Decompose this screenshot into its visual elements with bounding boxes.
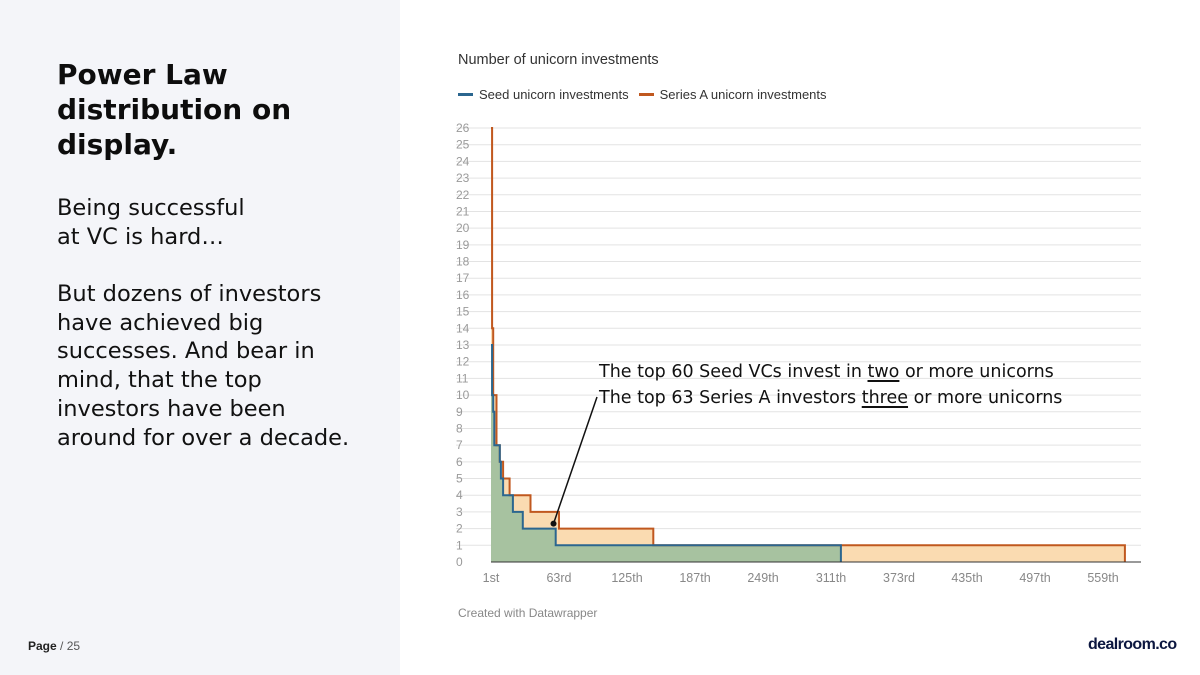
area-series-a	[491, 128, 1125, 562]
left-panel	[0, 0, 400, 675]
chart-title: Number of unicorn investments	[458, 52, 659, 68]
legend-label-seed: Seed unicorn investments	[479, 87, 629, 102]
line-seed	[491, 344, 842, 562]
chart-credit: Created with Datawrapper	[458, 606, 598, 620]
x-tick-label: 187th	[679, 571, 710, 585]
brand-logo: dealroom.co	[1088, 636, 1177, 653]
area-seed	[491, 345, 841, 562]
legend-label-series-a: Series A unicorn investments	[659, 87, 827, 102]
y-tick-label: 24	[456, 154, 470, 168]
y-tick-label: 25	[456, 138, 470, 152]
y-tick-label: 14	[456, 321, 470, 335]
page-indicator: Page / 25	[28, 639, 80, 653]
y-tick-label: 3	[456, 505, 463, 519]
x-tick-label: 249th	[747, 571, 778, 585]
legend-swatch-seed	[458, 93, 473, 96]
line-series-a	[491, 127, 1126, 562]
y-tick-label: 13	[456, 338, 470, 352]
page-total: / 25	[56, 639, 81, 653]
y-tick-label: 17	[456, 271, 470, 285]
annotation-series-a-suffix: or more unicorns	[908, 388, 1063, 408]
annotation-dot	[550, 520, 557, 527]
body-text: But dozens of investors have achieved bi…	[57, 281, 350, 451]
annotation-series-a-prefix: The top 63 Series A investors	[599, 388, 862, 408]
y-tick-label: 11	[456, 371, 469, 385]
y-tick-label: 23	[456, 171, 470, 185]
annotation-series-a: The top 63 Series A investors three or m…	[599, 388, 1099, 408]
annotation-seed: The top 60 Seed VCs invest in two or mor…	[599, 362, 1099, 382]
y-tick-label: 19	[456, 238, 470, 252]
page-label: Page	[28, 639, 57, 653]
annotation-seed-suffix: or more unicorns	[899, 362, 1054, 382]
annotation-seed-prefix: The top 60 Seed VCs invest in	[599, 362, 868, 382]
x-tick-label: 1st	[483, 571, 500, 585]
y-tick-label: 22	[456, 188, 470, 202]
y-tick-label: 16	[456, 288, 470, 302]
y-tick-label: 26	[456, 121, 470, 135]
x-tick-label: 435th	[951, 571, 982, 585]
y-tick-label: 0	[456, 555, 463, 569]
intro-text: Being successful at VC is hard…	[57, 195, 245, 250]
x-tick-label: 63rd	[546, 571, 571, 585]
x-tick-label: 497th	[1019, 571, 1050, 585]
y-tick-label: 10	[456, 388, 470, 402]
x-tick-label: 125th	[611, 571, 642, 585]
y-tick-label: 15	[456, 305, 470, 319]
y-tick-label: 4	[456, 488, 463, 502]
x-tick-label: 373rd	[883, 571, 915, 585]
y-tick-label: 9	[456, 405, 463, 419]
annotation-seed-emphasis: two	[867, 362, 900, 382]
y-tick-label: 21	[456, 204, 470, 218]
y-tick-label: 5	[456, 472, 463, 486]
legend-item-series-a: Series A unicorn investments	[638, 87, 827, 102]
y-tick-label: 8	[456, 421, 463, 435]
y-tick-label: 6	[456, 455, 463, 469]
chart-legend: Seed unicorn investments Series A unicor…	[458, 87, 827, 102]
y-tick-label: 18	[456, 255, 470, 269]
y-tick-label: 2	[456, 522, 463, 536]
y-tick-label: 7	[456, 438, 463, 452]
y-tick-label: 12	[456, 355, 470, 369]
y-tick-label: 20	[456, 221, 470, 235]
legend-swatch-series-a	[638, 93, 654, 96]
annotation-series-a-emphasis: three	[861, 388, 909, 408]
y-tick-label: 1	[456, 538, 463, 552]
slide-title: Power Law distribution on display.	[57, 58, 292, 161]
x-tick-label: 559th	[1087, 571, 1118, 585]
legend-item-seed: Seed unicorn investments	[458, 87, 629, 102]
annotation-pointer	[552, 396, 598, 524]
x-tick-label: 311th	[816, 571, 846, 585]
